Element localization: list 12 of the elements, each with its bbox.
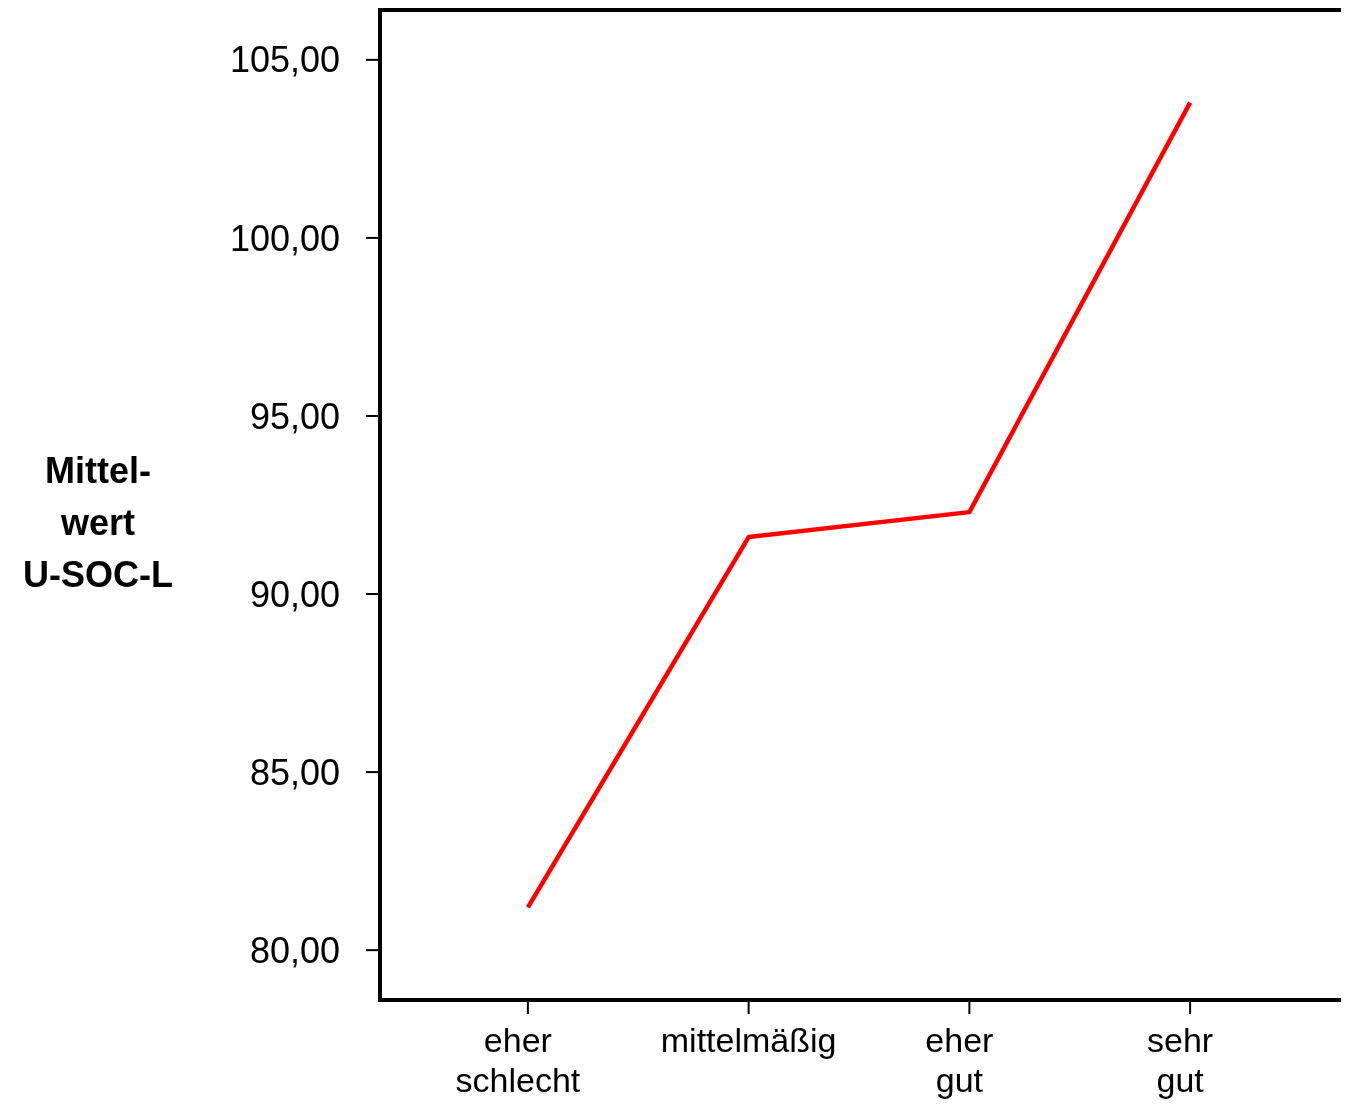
y-tick-label: 100,00 [229,217,340,259]
y-tick-label: 90,00 [249,573,340,615]
y-tick-label: 85,00 [249,751,340,793]
x-tick-label: eher schlecht [455,1021,581,1099]
y-axis-title: Mittel- wert U-SOC-L [23,450,173,595]
y-tick-label: 105,00 [229,39,340,81]
x-tick-label: eher gut [925,1021,994,1099]
x-tick-label: mittelmäßig [660,1021,837,1059]
x-tick-label: sehr gut [1147,1021,1214,1099]
line-series [525,100,1193,910]
y-tick-label: 80,00 [249,929,340,971]
y-tick-label: 95,00 [249,395,340,437]
